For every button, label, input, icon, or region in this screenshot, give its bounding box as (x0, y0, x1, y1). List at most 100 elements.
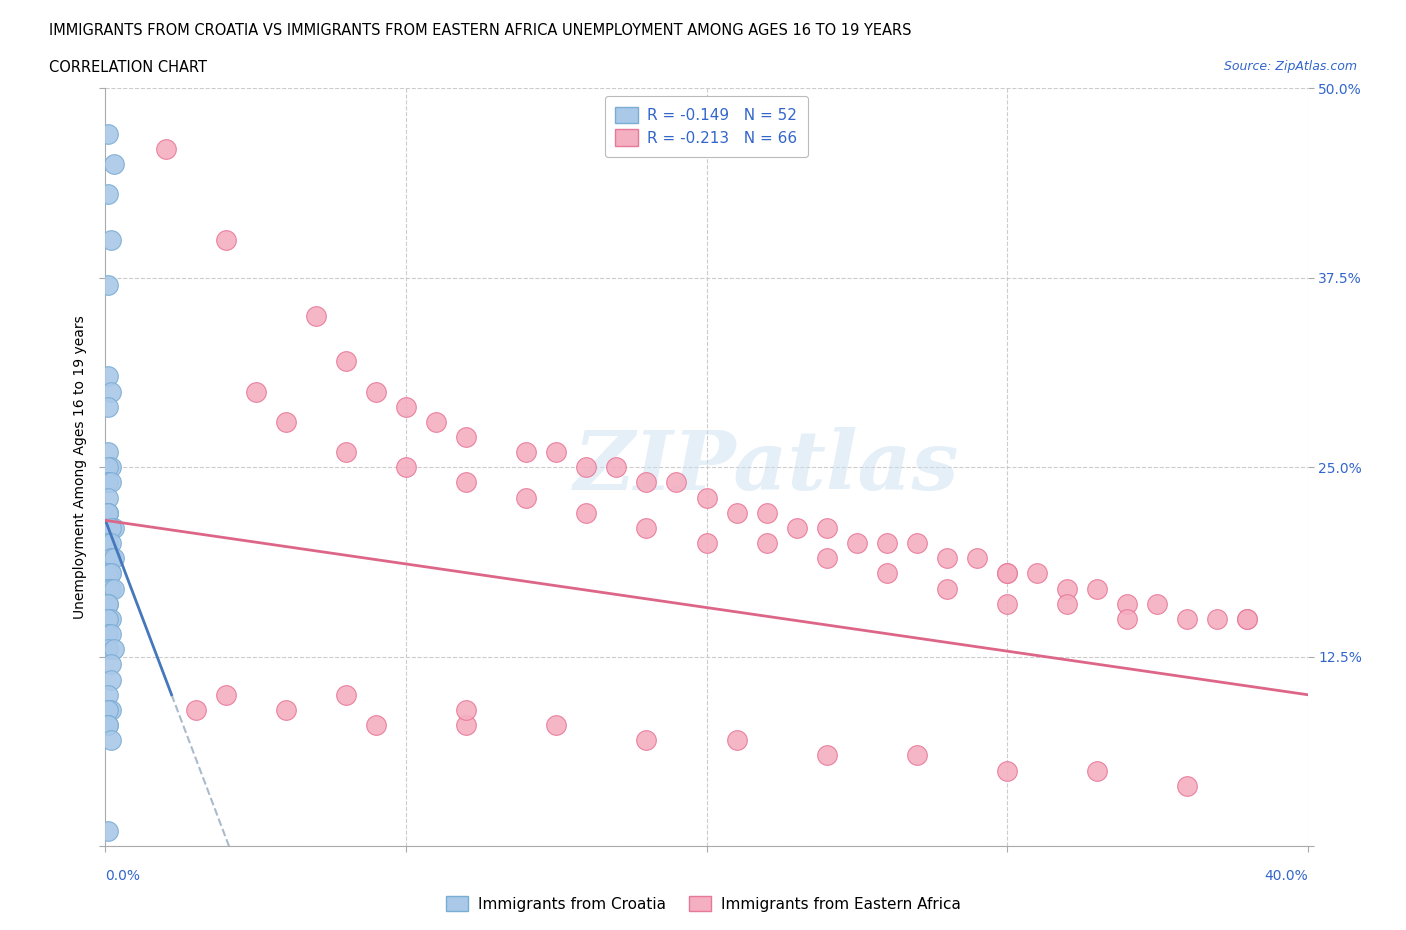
Point (100, 566, 122, 581)
Point (97, 642, 120, 657)
Point (995, 596, 1018, 611)
Point (1146, 596, 1168, 611)
Point (725, 505, 748, 520)
Point (100, 581, 122, 596)
Point (546, 445, 568, 459)
Point (97, 536, 120, 551)
Legend: Immigrants from Croatia, Immigrants from Eastern Africa: Immigrants from Croatia, Immigrants from… (440, 889, 966, 918)
Point (395, 399, 418, 414)
Point (936, 581, 959, 596)
Point (97, 612, 120, 627)
Point (845, 536, 868, 551)
Point (103, 521, 125, 536)
Point (97, 505, 120, 520)
Point (636, 475, 658, 490)
Point (97, 505, 120, 520)
Point (103, 157, 125, 172)
Point (97, 126, 120, 141)
Point (1026, 566, 1049, 581)
Point (1056, 581, 1078, 596)
Point (515, 490, 537, 505)
Point (100, 384, 122, 399)
Point (274, 415, 297, 430)
Point (725, 733, 748, 748)
Point (454, 430, 477, 445)
Point (155, 141, 177, 156)
Point (97, 490, 120, 505)
Point (100, 733, 122, 748)
Point (100, 657, 122, 671)
Point (815, 551, 838, 565)
Point (995, 763, 1018, 777)
Point (103, 551, 125, 565)
Point (905, 536, 928, 551)
Point (97, 596, 120, 611)
Point (100, 612, 122, 627)
Point (245, 384, 267, 399)
Point (575, 460, 598, 475)
Point (755, 536, 778, 551)
Point (1056, 596, 1078, 611)
Point (515, 445, 537, 459)
Point (395, 460, 418, 475)
Point (97, 718, 120, 733)
Text: 40.0%: 40.0% (1264, 870, 1308, 884)
Point (97, 445, 120, 459)
Point (1116, 596, 1139, 611)
Point (100, 551, 122, 565)
Point (103, 581, 125, 596)
Point (905, 748, 928, 763)
Y-axis label: Unemployment Among Ages 16 to 19 years: Unemployment Among Ages 16 to 19 years (73, 315, 87, 619)
Point (214, 232, 236, 247)
Point (1175, 612, 1198, 627)
Point (1236, 612, 1258, 627)
Point (575, 505, 598, 520)
Text: IMMIGRANTS FROM CROATIA VS IMMIGRANTS FROM EASTERN AFRICA UNEMPLOYMENT AMONG AGE: IMMIGRANTS FROM CROATIA VS IMMIGRANTS FR… (49, 23, 911, 38)
Point (97, 718, 120, 733)
Point (696, 536, 718, 551)
Point (97, 475, 120, 490)
Point (335, 353, 357, 368)
Point (454, 475, 477, 490)
Point (100, 672, 122, 687)
Point (97, 824, 120, 839)
Point (97, 612, 120, 627)
Point (97, 596, 120, 611)
Point (97, 702, 120, 717)
Point (305, 309, 328, 324)
Point (966, 551, 988, 565)
Point (100, 627, 122, 642)
Point (97, 581, 120, 596)
Point (335, 687, 357, 702)
Point (995, 566, 1018, 581)
Point (665, 475, 688, 490)
Point (100, 460, 122, 475)
Point (184, 702, 207, 717)
Point (876, 536, 898, 551)
Point (97, 505, 120, 520)
Text: ZIPatlas: ZIPatlas (574, 427, 959, 508)
Point (335, 445, 357, 459)
Point (1236, 612, 1258, 627)
Point (636, 733, 658, 748)
Point (605, 460, 627, 475)
Legend: R = -0.149   N = 52, R = -0.213   N = 66: R = -0.149 N = 52, R = -0.213 N = 66 (605, 96, 808, 157)
Point (97, 627, 120, 642)
Point (454, 702, 477, 717)
Point (815, 521, 838, 536)
Point (1206, 612, 1229, 627)
Point (97, 369, 120, 384)
Point (995, 566, 1018, 581)
Point (425, 415, 447, 430)
Point (100, 566, 122, 581)
Point (696, 490, 718, 505)
Text: Source: ZipAtlas.com: Source: ZipAtlas.com (1223, 60, 1357, 73)
Point (100, 702, 122, 717)
Point (97, 475, 120, 490)
Point (815, 748, 838, 763)
Point (100, 536, 122, 551)
Text: 0.0%: 0.0% (105, 870, 141, 884)
Point (636, 521, 658, 536)
Point (97, 536, 120, 551)
Point (97, 278, 120, 293)
